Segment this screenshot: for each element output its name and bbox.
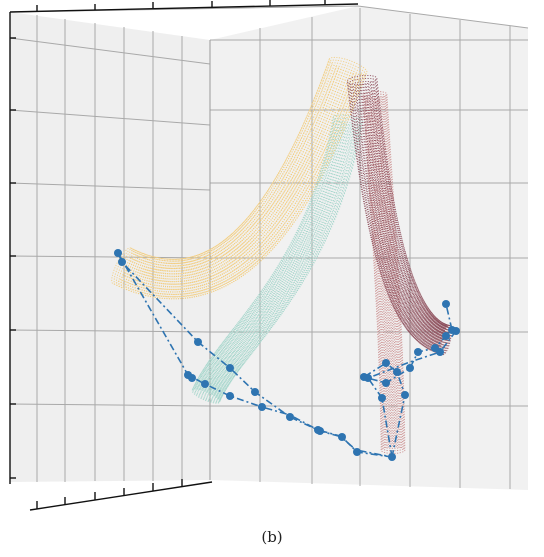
- trajectory-marker: [338, 433, 346, 441]
- right-pane: [210, 6, 528, 490]
- trajectory-marker: [452, 327, 460, 335]
- trajectory-marker: [442, 332, 450, 340]
- trajectory-marker: [393, 368, 401, 376]
- trajectory-marker: [188, 374, 196, 382]
- tube-yellow: [111, 56, 368, 300]
- trajectory-marker: [401, 391, 409, 399]
- trajectory-marker: [382, 359, 390, 367]
- trajectory-marker: [442, 300, 450, 308]
- trajectory-marker: [286, 413, 294, 421]
- grid-lines: [9, 5, 529, 489]
- trajectory-marker: [194, 338, 202, 346]
- trajectory-marker: [251, 388, 259, 396]
- trajectory-marker: [114, 249, 122, 257]
- trajectory-marker: [388, 453, 396, 461]
- figure-caption: (b): [261, 528, 283, 546]
- trajectory-marker: [436, 348, 444, 356]
- trajectory-path-lower: [117, 252, 393, 458]
- x-axis: [29, 479, 213, 511]
- trajectory-marker: [118, 258, 126, 266]
- trajectory-marker: [258, 403, 266, 411]
- trajectory-marker: [364, 374, 372, 382]
- 3d-plot: [9, 0, 529, 511]
- trajectory-marker: [201, 380, 209, 388]
- z-axis: [9, 12, 16, 484]
- trajectory-marker: [406, 364, 414, 372]
- trajectory-marker: [414, 348, 422, 356]
- trajectory-marker: [378, 394, 386, 402]
- trajectory: [114, 249, 460, 461]
- trajectory-marker: [382, 379, 390, 387]
- trajectory-marker: [353, 448, 361, 456]
- tube-surfaces: [111, 56, 452, 454]
- trajectory-marker: [226, 364, 234, 372]
- trajectory-path-right-alt: [366, 330, 457, 458]
- trajectory-path-right: [362, 303, 453, 458]
- trajectory-marker: [226, 392, 234, 400]
- trajectory-marker: [314, 426, 322, 434]
- y-axis-top: [9, 0, 359, 13]
- left-pane: [10, 12, 210, 482]
